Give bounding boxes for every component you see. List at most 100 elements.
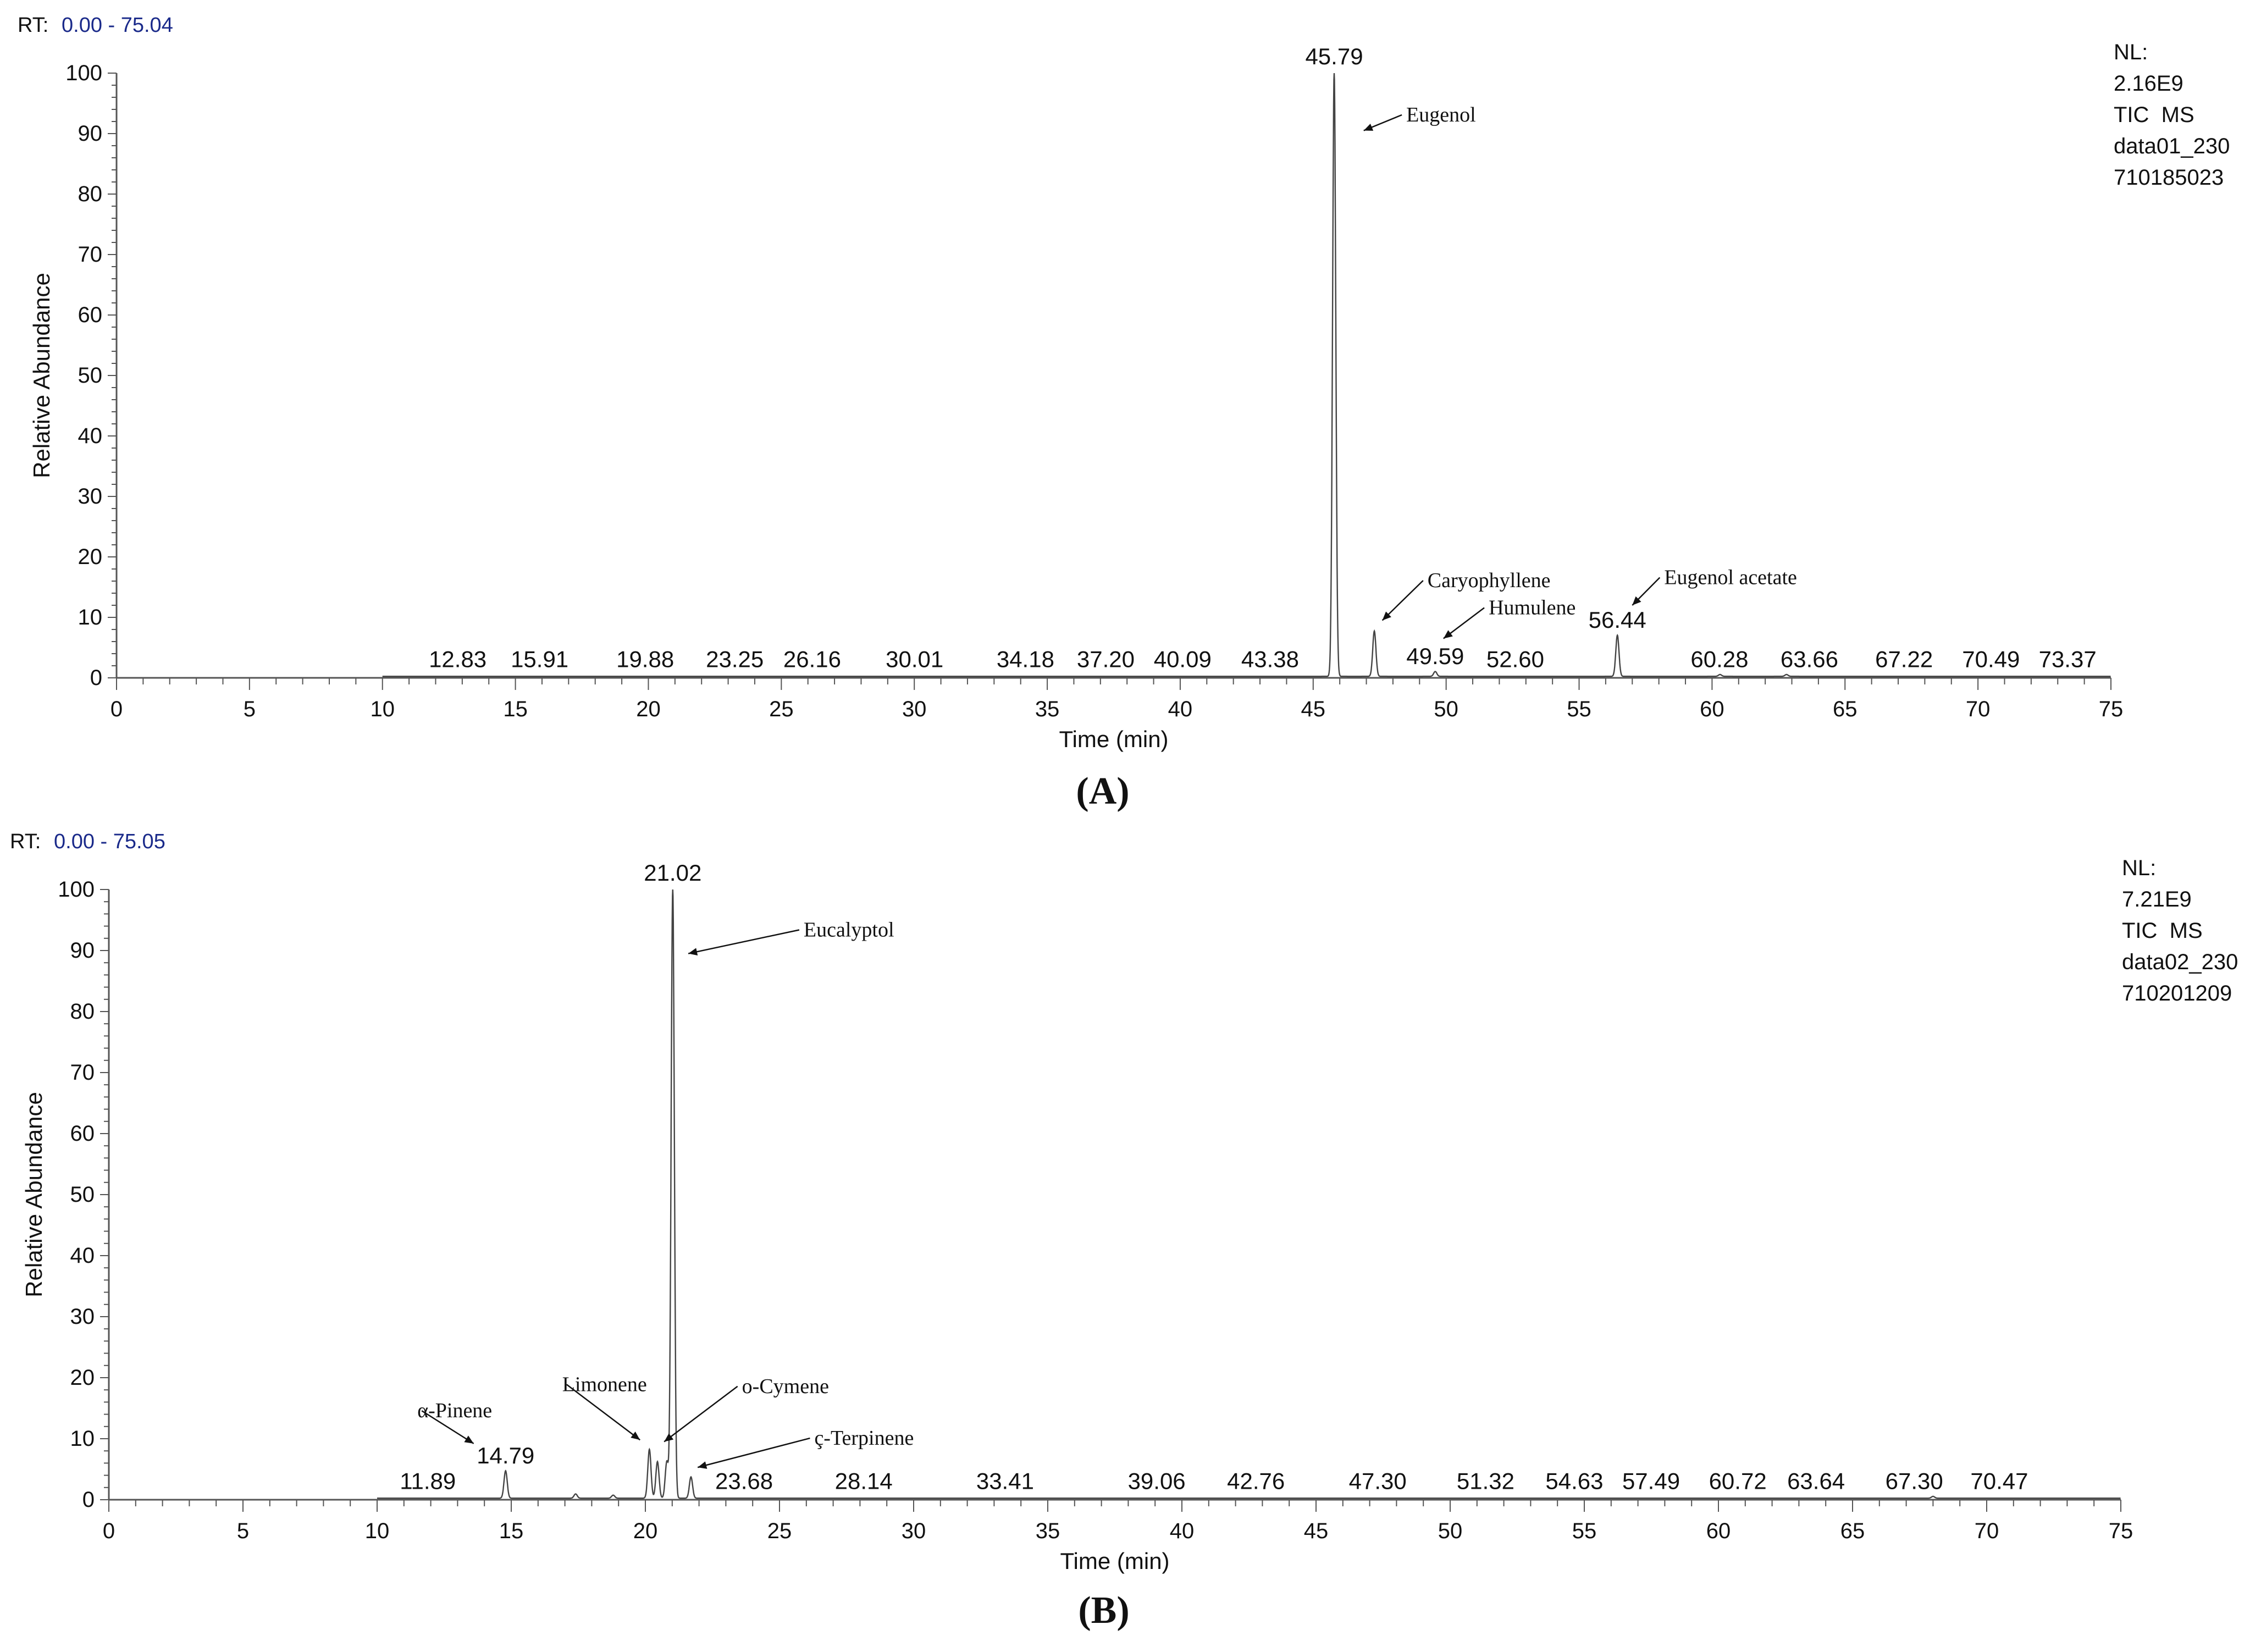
x-tick-label: 5 bbox=[244, 697, 256, 721]
y-tick-label: 60 bbox=[70, 1121, 95, 1146]
y-tick-label: 80 bbox=[78, 182, 103, 206]
x-tick-label: 70 bbox=[1966, 697, 1991, 721]
peak-label: 45.79 bbox=[1305, 43, 1363, 69]
y-axis-title: Relative Abundance bbox=[21, 1092, 47, 1297]
rt-label: RT: bbox=[10, 830, 41, 853]
peak-label: 23.25 bbox=[706, 647, 764, 672]
info-line: 710185023 bbox=[2114, 165, 2224, 190]
x-tick-label: 30 bbox=[902, 1519, 926, 1543]
annotation-arrow bbox=[664, 1385, 738, 1443]
annotation-arrowhead bbox=[1382, 611, 1391, 621]
annotation-arrowhead bbox=[1363, 123, 1374, 131]
peak-label: 60.28 bbox=[1690, 647, 1748, 672]
x-tick-label: 30 bbox=[902, 697, 927, 721]
y-tick-label: 40 bbox=[78, 424, 103, 448]
peak-label: 67.22 bbox=[1875, 647, 1933, 672]
peak-label: 73.37 bbox=[2039, 647, 2097, 672]
annotation-arrowhead bbox=[1443, 630, 1453, 639]
y-tick-label: 10 bbox=[70, 1427, 95, 1451]
peak-label: 43.38 bbox=[1241, 647, 1299, 672]
x-tick-label: 20 bbox=[636, 697, 661, 721]
x-tick-label: 35 bbox=[1035, 697, 1060, 721]
peak-label: 34.18 bbox=[997, 647, 1054, 672]
y-tick-label: 40 bbox=[70, 1244, 95, 1268]
x-tick-label: 55 bbox=[1567, 697, 1591, 721]
annotation-arrow bbox=[566, 1384, 640, 1441]
peak-label: 11.89 bbox=[400, 1468, 456, 1494]
x-tick-label: 15 bbox=[503, 697, 528, 721]
y-tick-label: 70 bbox=[78, 242, 103, 267]
y-tick-label: 60 bbox=[78, 303, 103, 327]
peak-label: 23.68 bbox=[715, 1468, 773, 1494]
peak-label: 26.16 bbox=[783, 647, 841, 672]
info-line: data02_230 bbox=[2122, 950, 2238, 974]
peak-label: 14.79 bbox=[477, 1443, 534, 1468]
y-tick-label: 90 bbox=[70, 938, 95, 963]
annotation-arrowhead bbox=[631, 1431, 640, 1440]
x-tick-label: 5 bbox=[237, 1519, 249, 1543]
y-tick-label: 80 bbox=[70, 999, 95, 1024]
annotation-arrowhead bbox=[688, 948, 698, 956]
x-tick-label: 15 bbox=[499, 1519, 524, 1543]
peak-label: 39.06 bbox=[1128, 1468, 1186, 1494]
panel-label: (A) bbox=[1076, 770, 1129, 813]
peak-label: 21.02 bbox=[644, 860, 701, 886]
info-line: NL: bbox=[2122, 856, 2156, 880]
x-tick-label: 0 bbox=[103, 1519, 115, 1543]
x-tick-label: 60 bbox=[1706, 1519, 1731, 1543]
peak-label: 56.44 bbox=[1589, 607, 1646, 633]
y-tick-label: 100 bbox=[65, 61, 102, 85]
chromatogram-trace bbox=[377, 889, 2121, 1499]
x-tick-label: 65 bbox=[1840, 1519, 1865, 1543]
peak-label: 40.09 bbox=[1154, 647, 1212, 672]
y-tick-label: 90 bbox=[78, 121, 103, 146]
peak-label: 33.41 bbox=[976, 1468, 1034, 1494]
y-tick-label: 0 bbox=[82, 1488, 95, 1512]
peak-label: 28.14 bbox=[835, 1468, 893, 1494]
peak-label: 60.72 bbox=[1709, 1468, 1767, 1494]
x-tick-label: 20 bbox=[633, 1519, 658, 1543]
compound-annotation: Humulene bbox=[1489, 596, 1575, 620]
compound-annotation: ç-Terpinene bbox=[814, 1427, 914, 1450]
x-axis-title: Time (min) bbox=[1060, 1548, 1169, 1574]
peak-label: 57.49 bbox=[1622, 1468, 1680, 1494]
x-tick-label: 0 bbox=[110, 697, 123, 721]
compound-annotation: Eugenol acetate bbox=[1664, 566, 1797, 589]
compound-annotation: Eucalyptol bbox=[804, 918, 894, 941]
x-tick-label: 70 bbox=[1975, 1519, 1999, 1543]
y-tick-label: 100 bbox=[58, 877, 95, 902]
y-tick-label: 20 bbox=[78, 545, 103, 569]
info-line: NL: bbox=[2114, 40, 2148, 64]
x-tick-label: 25 bbox=[767, 1519, 792, 1543]
y-tick-label: 30 bbox=[70, 1305, 95, 1329]
y-tick-label: 10 bbox=[78, 605, 103, 629]
annotation-arrow bbox=[688, 929, 800, 954]
peak-label: 52.60 bbox=[1486, 647, 1544, 672]
peak-label: 30.01 bbox=[886, 647, 943, 672]
x-tick-label: 10 bbox=[365, 1519, 390, 1543]
annotation-arrowhead bbox=[464, 1435, 474, 1444]
y-tick-label: 30 bbox=[78, 484, 103, 509]
info-line: 710201209 bbox=[2122, 981, 2232, 1005]
x-tick-label: 75 bbox=[2109, 1519, 2133, 1543]
info-line: 7.21E9 bbox=[2122, 887, 2192, 911]
x-tick-label: 50 bbox=[1438, 1519, 1463, 1543]
x-tick-label: 40 bbox=[1168, 697, 1193, 721]
y-tick-label: 20 bbox=[70, 1366, 95, 1390]
x-tick-label: 50 bbox=[1434, 697, 1458, 721]
chromatogram-trace bbox=[382, 73, 2111, 677]
peak-label: 63.66 bbox=[1781, 647, 1838, 672]
x-tick-label: 10 bbox=[370, 697, 395, 721]
x-tick-label: 35 bbox=[1036, 1519, 1060, 1543]
peak-label: 49.59 bbox=[1406, 643, 1464, 669]
peak-label: 37.20 bbox=[1077, 647, 1135, 672]
y-tick-label: 0 bbox=[90, 666, 102, 690]
compound-annotation: Caryophyllene bbox=[1428, 569, 1551, 592]
x-tick-label: 45 bbox=[1301, 697, 1326, 721]
x-tick-label: 45 bbox=[1304, 1519, 1329, 1543]
peak-label: 19.88 bbox=[616, 647, 674, 672]
peak-label: 51.32 bbox=[1457, 1468, 1514, 1494]
peak-label: 63.64 bbox=[1787, 1468, 1845, 1494]
